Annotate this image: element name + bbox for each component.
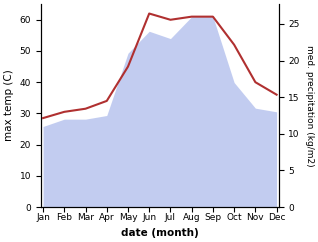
- Y-axis label: max temp (C): max temp (C): [4, 70, 14, 142]
- Y-axis label: med. precipitation (kg/m2): med. precipitation (kg/m2): [305, 45, 314, 166]
- X-axis label: date (month): date (month): [121, 228, 199, 238]
